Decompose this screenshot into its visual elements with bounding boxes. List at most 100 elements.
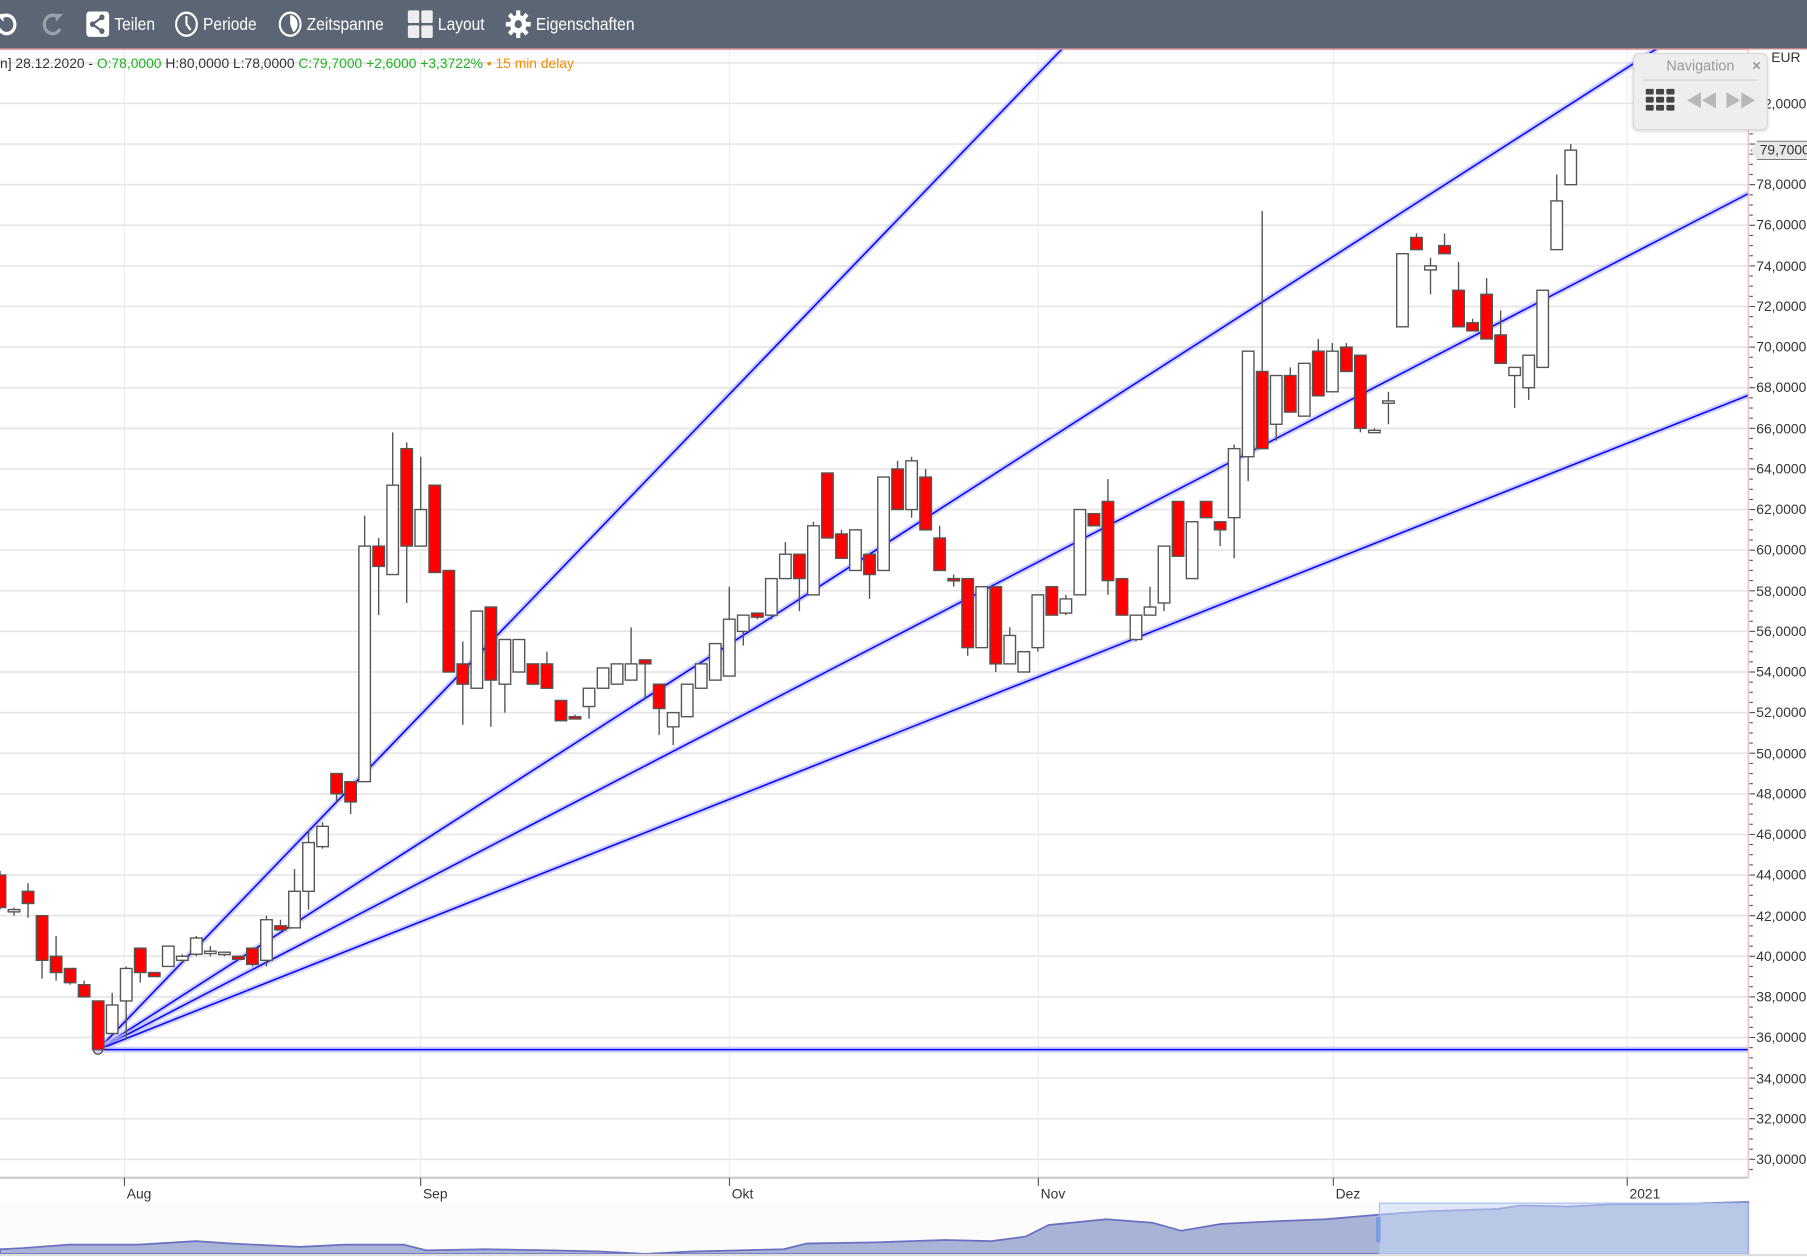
- candle-body: [21, 890, 35, 905]
- candle: [1017, 651, 1031, 673]
- candle: [1185, 521, 1199, 580]
- fast-forward-icon[interactable]: [1726, 92, 1756, 109]
- candle: [260, 915, 273, 967]
- period-button[interactable]: Periode: [174, 10, 257, 38]
- candle-body: [119, 967, 133, 1002]
- redo-button[interactable]: [39, 9, 70, 39]
- candle: [961, 577, 975, 656]
- candle-body: [105, 1004, 119, 1035]
- candle: [442, 569, 456, 673]
- navigation-close-button[interactable]: ×: [1752, 56, 1761, 74]
- candle-body: [638, 659, 652, 665]
- y-tick-label: 30,0000: [1756, 1151, 1807, 1168]
- y-tick-label: 68,0000: [1756, 379, 1807, 396]
- candle-body: [428, 484, 442, 574]
- candle: [947, 574, 961, 587]
- candle: [1550, 174, 1564, 251]
- candle-body: [1157, 545, 1171, 604]
- candle-body: [778, 553, 792, 580]
- candle: [21, 883, 35, 918]
- candle: [358, 515, 372, 783]
- candle: [105, 992, 119, 1035]
- candle: [540, 651, 554, 689]
- share-button[interactable]: Teilen: [85, 10, 155, 38]
- candle-body: [820, 472, 834, 539]
- candle-body: [736, 614, 750, 633]
- candle-body: [330, 772, 344, 795]
- candle: [526, 663, 540, 685]
- ohlc-info-line: n] 28.12.2020 - O:78,0000 H:80,0000 L:78…: [0, 55, 574, 71]
- undo-button[interactable]: [0, 9, 24, 39]
- candle: [316, 822, 330, 849]
- candle: [778, 542, 792, 580]
- candle-body: [175, 955, 189, 962]
- candle: [722, 586, 736, 677]
- candle-body: [1466, 322, 1480, 332]
- y-tick-label: 60,0000: [1756, 542, 1807, 559]
- candle-body: [596, 667, 610, 689]
- candle-body: [891, 468, 905, 511]
- candle: [1353, 354, 1367, 433]
- candle: [49, 935, 63, 981]
- candle: [1381, 391, 1395, 425]
- candle-body: [1508, 366, 1522, 377]
- candle: [133, 947, 147, 983]
- candle-body: [835, 533, 848, 559]
- candle: [7, 907, 21, 916]
- candle-body: [203, 950, 217, 955]
- grid-menu-icon[interactable]: [1645, 88, 1676, 112]
- candle-body: [1213, 521, 1227, 531]
- candle-body: [1101, 500, 1115, 582]
- candles: [0, 144, 1578, 1051]
- navigator-overview[interactable]: [0, 1201, 1807, 1257]
- candle: [189, 935, 203, 957]
- candle: [1227, 444, 1241, 559]
- candle: [231, 955, 245, 961]
- candle: [680, 683, 694, 718]
- fan-line-3: [97, 192, 1749, 1051]
- candle-body: [624, 663, 638, 681]
- candle: [274, 919, 287, 931]
- candle-body: [708, 642, 722, 681]
- candle-body: [792, 553, 806, 580]
- candle-body: [933, 537, 947, 572]
- y-tick-label: 56,0000: [1756, 623, 1807, 640]
- info-delay: • 15 min delay: [486, 55, 574, 72]
- rewind-icon[interactable]: [1687, 92, 1717, 109]
- candle-body: [189, 937, 203, 955]
- currency-label: EUR: [1771, 49, 1801, 66]
- candle-body: [652, 683, 666, 710]
- candle: [1157, 545, 1171, 612]
- candle: [0, 870, 7, 910]
- candle-body: [1480, 293, 1494, 340]
- candle-body: [372, 545, 386, 568]
- candle: [582, 687, 596, 719]
- candle: [849, 529, 862, 572]
- layout-button[interactable]: Layout: [407, 9, 485, 39]
- y-tick-label: 62,0000: [1756, 501, 1807, 518]
- candle-body: [554, 699, 568, 722]
- candle-body: [806, 525, 820, 596]
- candle-body: [302, 841, 315, 892]
- candle-body: [316, 825, 330, 848]
- toolbar: Teilen Periode Zeitspanne Layout Eigensc…: [0, 0, 1807, 50]
- candle: [302, 830, 315, 910]
- candle-body: [456, 663, 470, 685]
- y-tick-label: 58,0000: [1756, 582, 1807, 599]
- share-label: Teilen: [114, 14, 155, 34]
- timespan-button[interactable]: Zeitspanne: [278, 10, 384, 38]
- candle-body: [877, 476, 890, 572]
- candle: [161, 945, 175, 968]
- candle-body: [1297, 362, 1311, 417]
- undo-icon: [0, 13, 17, 36]
- navigator-handle: [1375, 1216, 1381, 1243]
- properties-button[interactable]: Eigenschaften: [505, 9, 635, 39]
- candle: [1073, 508, 1087, 596]
- candle: [736, 614, 750, 646]
- candle: [1171, 500, 1185, 557]
- candle: [1564, 144, 1578, 186]
- candle-body: [1143, 606, 1157, 616]
- candle-body: [133, 947, 147, 974]
- candle: [1087, 512, 1101, 527]
